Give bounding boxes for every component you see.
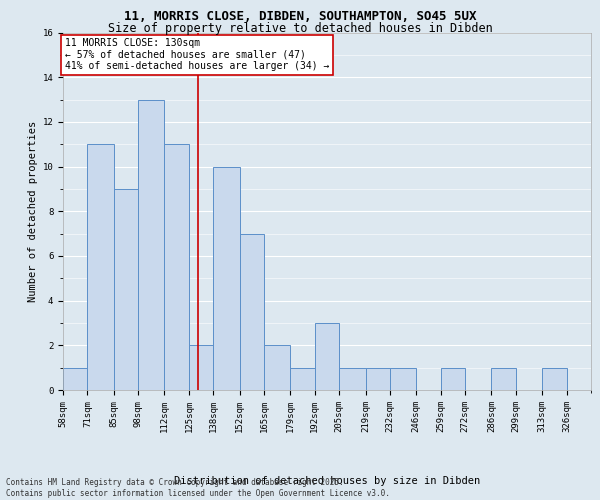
Bar bbox=[138, 100, 164, 390]
Text: Size of property relative to detached houses in Dibden: Size of property relative to detached ho… bbox=[107, 22, 493, 35]
Text: Contains HM Land Registry data © Crown copyright and database right 2025.
Contai: Contains HM Land Registry data © Crown c… bbox=[6, 478, 390, 498]
Bar bbox=[239, 234, 264, 390]
Text: 11, MORRIS CLOSE, DIBDEN, SOUTHAMPTON, SO45 5UX: 11, MORRIS CLOSE, DIBDEN, SOUTHAMPTON, S… bbox=[124, 10, 476, 23]
Bar bbox=[114, 189, 138, 390]
Bar bbox=[339, 368, 365, 390]
Bar bbox=[315, 323, 339, 390]
Text: 11 MORRIS CLOSE: 130sqm
← 57% of detached houses are smaller (47)
41% of semi-de: 11 MORRIS CLOSE: 130sqm ← 57% of detache… bbox=[65, 38, 329, 72]
Bar bbox=[542, 368, 566, 390]
Bar bbox=[88, 144, 114, 390]
Bar bbox=[264, 346, 290, 390]
Bar bbox=[189, 346, 214, 390]
Bar bbox=[63, 368, 88, 390]
Bar bbox=[290, 368, 315, 390]
X-axis label: Distribution of detached houses by size in Dibden: Distribution of detached houses by size … bbox=[174, 476, 480, 486]
Bar bbox=[214, 166, 239, 390]
Bar bbox=[164, 144, 189, 390]
Bar bbox=[365, 368, 390, 390]
Bar bbox=[440, 368, 465, 390]
Bar bbox=[390, 368, 416, 390]
Bar bbox=[491, 368, 516, 390]
Y-axis label: Number of detached properties: Number of detached properties bbox=[28, 120, 38, 302]
